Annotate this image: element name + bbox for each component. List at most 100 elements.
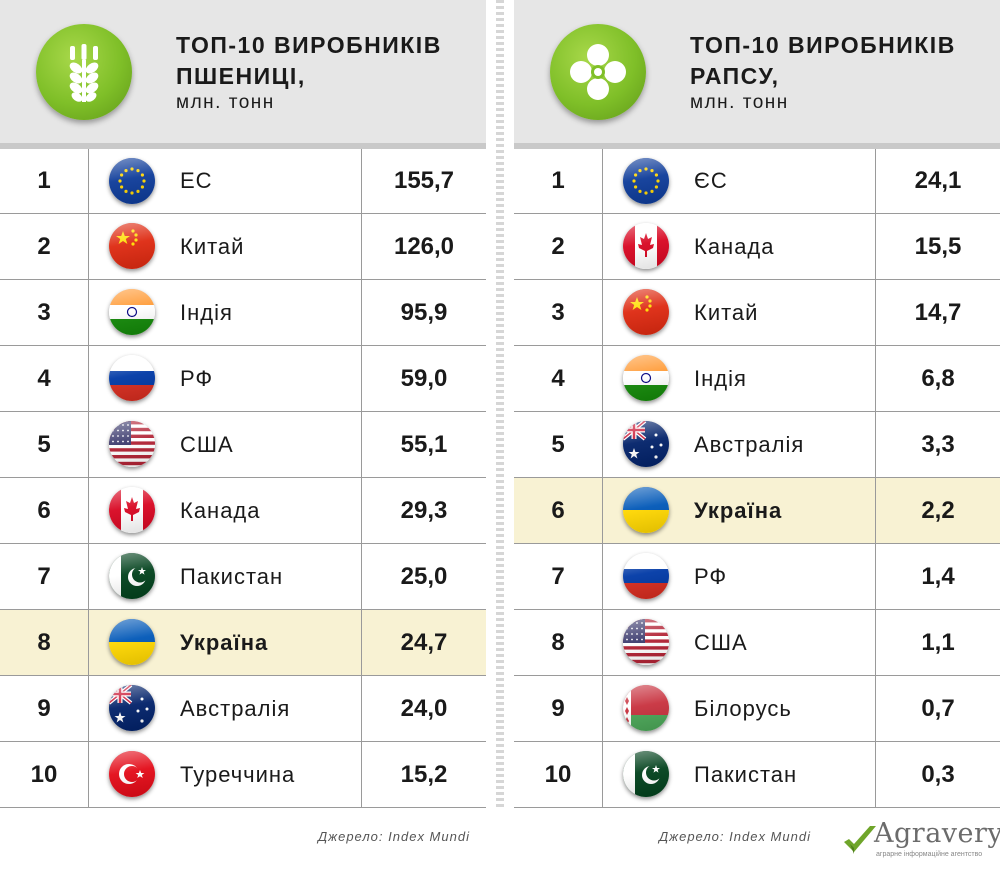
rank-number: 3 <box>514 280 603 345</box>
ranking-table: 1 ЄС 24,1 2 Канада 15,5 3 Китай 14,7 4 Індія 6,8 5 Ав… <box>514 149 1000 808</box>
china-flag-icon <box>623 289 669 335</box>
table-row: 6 Канада 29,3 <box>0 478 486 544</box>
title-line: РАПСУ, <box>690 63 780 89</box>
production-value: 95,9 <box>361 280 486 345</box>
country-name: РФ <box>180 365 214 391</box>
rank-number: 10 <box>0 742 89 807</box>
table-row: 7 РФ 1,4 <box>514 544 1000 610</box>
russia-flag-icon <box>623 553 669 599</box>
rapeseed-panel: ТОП-10 ВИРОБНИКІВ РАПСУ, млн. тонн 1 ЄС 24… <box>514 0 1000 808</box>
production-value: 2,2 <box>875 478 1000 543</box>
table-row: 8 Україна 24,7 <box>0 610 486 676</box>
country-name: Україна <box>694 497 783 523</box>
table-row: 6 Україна 2,2 <box>514 478 1000 544</box>
australia-flag-icon <box>109 685 155 731</box>
turkey-flag-icon <box>109 751 155 797</box>
production-value: 6,8 <box>875 346 1000 411</box>
india-flag-icon <box>109 289 155 335</box>
dotted-divider <box>491 0 509 808</box>
production-value: 15,2 <box>361 742 486 807</box>
production-value: 1,4 <box>875 544 1000 609</box>
table-row: 1 ЕС 155,7 <box>0 149 486 214</box>
rank-number: 9 <box>514 676 603 741</box>
rank-number: 9 <box>0 676 89 741</box>
country-name: Туреччина <box>180 761 296 787</box>
checkmark-logo-icon <box>844 826 876 854</box>
rank-number: 1 <box>514 149 603 213</box>
country-name: Білорусь <box>694 695 792 721</box>
production-value: 29,3 <box>361 478 486 543</box>
eu-flag-icon <box>623 158 669 204</box>
production-value: 55,1 <box>361 412 486 477</box>
rank-number: 10 <box>514 742 603 807</box>
production-value: 25,0 <box>361 544 486 609</box>
country-name: Пакистан <box>694 761 798 787</box>
wheat-panel: ТОП-10 ВИРОБНИКІВ ПШЕНИЦІ, млн. тонн 1 ЕС… <box>0 0 486 808</box>
australia-flag-icon <box>623 421 669 467</box>
country-name: Україна <box>180 629 269 655</box>
eu-flag-icon <box>109 158 155 204</box>
country-name: Китай <box>694 299 759 325</box>
canada-flag-icon <box>623 223 669 269</box>
country-name: Канада <box>694 233 775 259</box>
title-line: ТОП-10 ВИРОБНИКІВ <box>176 32 442 58</box>
rank-number: 1 <box>0 149 89 213</box>
title-line: ТОП-10 ВИРОБНИКІВ <box>690 32 956 58</box>
production-value: 155,7 <box>361 149 486 213</box>
table-row: 10 Пакистан 0,3 <box>514 742 1000 808</box>
table-row: 3 Індія 95,9 <box>0 280 486 346</box>
ukraine-flag-icon <box>623 487 669 533</box>
usa-flag-icon <box>623 619 669 665</box>
rank-number: 2 <box>514 214 603 279</box>
country-name: Індія <box>180 299 233 325</box>
wheat-icon <box>36 24 132 120</box>
table-row: 2 Канада 15,5 <box>514 214 1000 280</box>
country-name: США <box>180 431 234 457</box>
table-row: 9 Білорусь 0,7 <box>514 676 1000 742</box>
rank-number: 8 <box>0 610 89 675</box>
rank-number: 7 <box>0 544 89 609</box>
table-row: 8 США 1,1 <box>514 610 1000 676</box>
country-name: ЕС <box>180 168 213 193</box>
table-row: 5 США 55,1 <box>0 412 486 478</box>
production-value: 0,7 <box>875 676 1000 741</box>
ranking-table: 1 ЕС 155,7 2 Китай 126,0 3 Індія 95,9 4 РФ 59,0 5 США… <box>0 149 486 808</box>
production-value: 3,3 <box>875 412 1000 477</box>
country-name: Індія <box>694 365 747 391</box>
title-line: ПШЕНИЦІ, <box>176 63 306 89</box>
table-row: 3 Китай 14,7 <box>514 280 1000 346</box>
rapeseed-flower-icon <box>550 24 646 120</box>
production-value: 14,7 <box>875 280 1000 345</box>
india-flag-icon <box>623 355 669 401</box>
rank-number: 4 <box>514 346 603 411</box>
country-name: США <box>694 629 748 655</box>
production-value: 0,3 <box>875 742 1000 807</box>
belarus-flag-icon <box>623 685 669 731</box>
rank-number: 4 <box>0 346 89 411</box>
logo-text: Agravery <box>874 818 1000 849</box>
production-value: 15,5 <box>875 214 1000 279</box>
table-row: 9 Австралія 24,0 <box>0 676 486 742</box>
rank-number: 2 <box>0 214 89 279</box>
table-row: 5 Австралія 3,3 <box>514 412 1000 478</box>
panel-header: ТОП-10 ВИРОБНИКІВ ПШЕНИЦІ, млн. тонн <box>0 0 486 149</box>
rank-number: 5 <box>514 412 603 477</box>
country-name: Пакистан <box>180 563 284 589</box>
country-name: ЄС <box>694 168 728 193</box>
panel-subtitle: млн. тонн <box>176 92 275 113</box>
canada-flag-icon <box>109 487 155 533</box>
agravery-logo: Agravery аграрне інформаційне агентство <box>840 818 1000 862</box>
russia-flag-icon <box>109 355 155 401</box>
production-value: 126,0 <box>361 214 486 279</box>
table-row: 1 ЄС 24,1 <box>514 149 1000 214</box>
rank-number: 3 <box>0 280 89 345</box>
china-flag-icon <box>109 223 155 269</box>
production-value: 24,0 <box>361 676 486 741</box>
country-name: Китай <box>180 233 245 259</box>
table-row: 2 Китай 126,0 <box>0 214 486 280</box>
ukraine-flag-icon <box>109 619 155 665</box>
production-value: 1,1 <box>875 610 1000 675</box>
rank-number: 8 <box>514 610 603 675</box>
pakistan-flag-icon <box>623 751 669 797</box>
rank-number: 7 <box>514 544 603 609</box>
